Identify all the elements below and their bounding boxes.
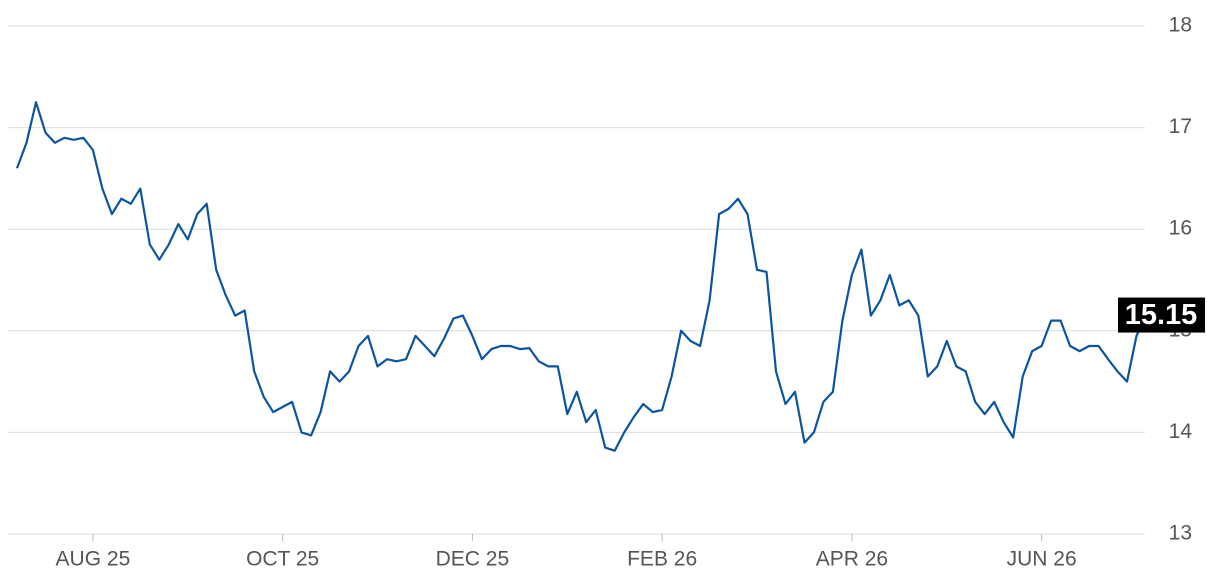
x-tick-label: APR 26: [816, 548, 888, 571]
x-tick-label: DEC 25: [436, 548, 510, 571]
x-tick-label: AUG 25: [56, 548, 131, 571]
x-tick-label: JUN 26: [1007, 548, 1077, 571]
y-tick-label: 18: [1169, 14, 1192, 37]
last-value-label: 15.15: [1125, 299, 1198, 331]
x-tick-label: FEB 26: [627, 548, 697, 571]
x-tick-label: OCT 25: [246, 548, 319, 571]
price-line: [15, 101, 1147, 452]
last-value-badge: [1118, 297, 1205, 333]
y-tick-label: 14: [1169, 420, 1193, 443]
y-tick-label: 16: [1169, 217, 1192, 240]
y-tick-label: 13: [1169, 522, 1192, 545]
y-tick-label: 17: [1169, 115, 1192, 138]
